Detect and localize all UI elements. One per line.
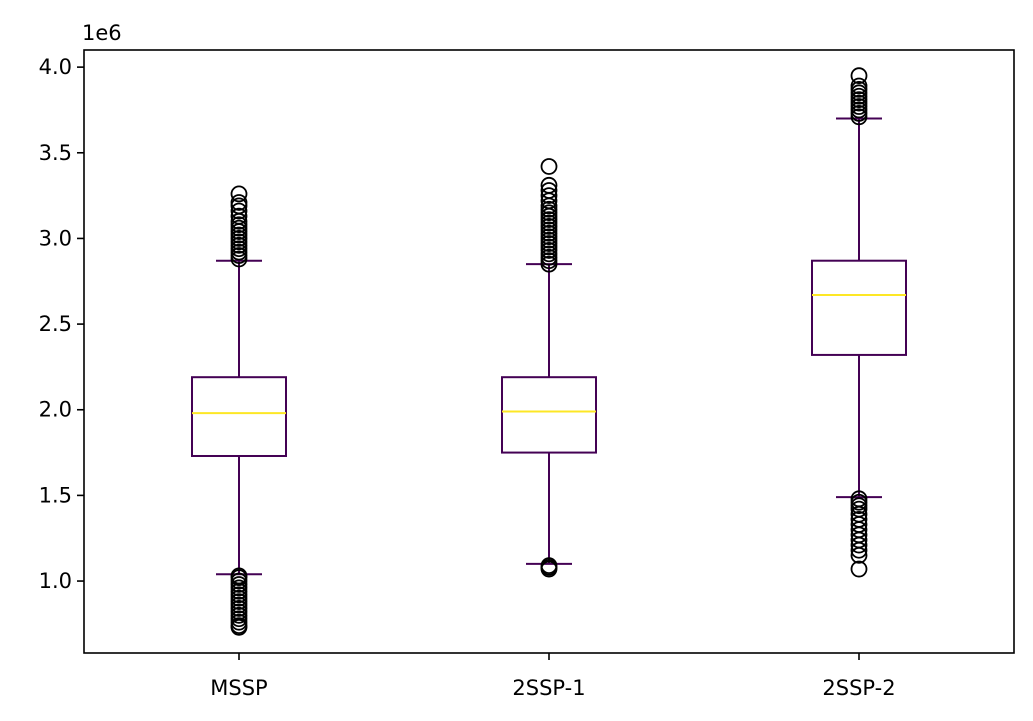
boxes: [191, 67, 907, 636]
outlier-point: [230, 567, 248, 585]
outlier-point: [850, 510, 868, 528]
y-tick-label: 3.0: [39, 226, 72, 250]
y-scale-offset-label: 1e6: [82, 21, 122, 45]
y-tick-label: 2.0: [39, 398, 72, 422]
iqr-box: [191, 376, 287, 457]
outlier-point: [540, 557, 558, 575]
outlier-point: [230, 202, 248, 220]
outlier-point: [230, 207, 248, 225]
x-tick-label: 2SSP-2: [822, 676, 895, 700]
outlier-point: [540, 158, 558, 175]
outlier-point: [540, 176, 558, 194]
y-tick-label: 4.0: [39, 55, 72, 79]
box-2ssp-1: [501, 158, 597, 578]
outlier-point: [850, 560, 868, 578]
outlier-point: [850, 77, 868, 95]
box-mssp: [191, 185, 287, 636]
outlier-point: [230, 185, 248, 203]
outlier-point: [230, 194, 248, 211]
x-tick-label: 2SSP-1: [512, 676, 585, 700]
x-tick-label: MSSP: [210, 676, 267, 700]
outlier-point: [850, 490, 868, 508]
outlier-point: [850, 67, 868, 85]
y-axis: 1.0 1.5 2.0 2.5 3.0 3.5 4.0: [39, 55, 84, 593]
y-tick-label: 1.5: [39, 483, 72, 507]
y-tick-label: 2.5: [39, 312, 72, 336]
iqr-box: [501, 376, 597, 454]
outlier-point: [540, 187, 558, 205]
box-2ssp-2: [811, 67, 907, 578]
outlier-point: [540, 182, 558, 199]
y-tick-label: 1.0: [39, 569, 72, 593]
y-tick-label: 3.5: [39, 141, 72, 165]
x-axis: MSSP 2SSP-1 2SSP-2: [210, 653, 896, 700]
iqr-box: [811, 259, 907, 356]
